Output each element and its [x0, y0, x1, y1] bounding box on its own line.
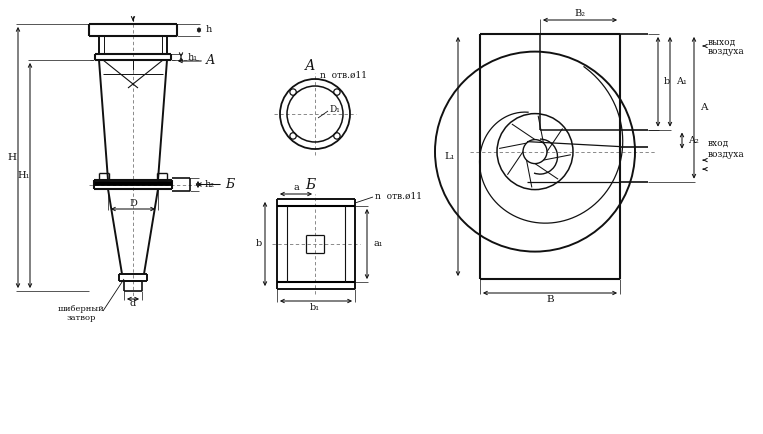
- Text: A₁: A₁: [676, 77, 687, 86]
- Text: B: B: [546, 296, 554, 305]
- Text: h: h: [206, 26, 212, 34]
- Text: A: A: [700, 103, 707, 112]
- Text: А: А: [304, 59, 315, 73]
- Text: a: a: [294, 184, 299, 193]
- Text: h₂: h₂: [205, 180, 215, 189]
- Text: D₁: D₁: [329, 105, 340, 115]
- Text: затвор: затвор: [66, 314, 95, 322]
- Text: n  отв.ø11: n отв.ø11: [375, 191, 422, 201]
- Text: L₁: L₁: [445, 152, 456, 161]
- Text: b: b: [256, 240, 262, 249]
- Text: H: H: [8, 153, 17, 162]
- Text: шиберный: шиберный: [58, 305, 105, 313]
- Text: b: b: [664, 77, 670, 86]
- Text: h₁: h₁: [188, 53, 198, 62]
- Text: n  отв.ø11: n отв.ø11: [320, 70, 367, 79]
- Text: d: d: [130, 299, 136, 309]
- Text: воздуха: воздуха: [708, 46, 745, 56]
- Text: A₂: A₂: [688, 136, 699, 145]
- Text: Б: Б: [305, 178, 315, 192]
- Text: воздуха: воздуха: [708, 150, 745, 159]
- Text: вход: вход: [708, 139, 729, 148]
- Text: b₁: b₁: [310, 302, 320, 312]
- Text: выход: выход: [708, 37, 736, 46]
- Text: Б: Б: [225, 178, 234, 191]
- Text: D: D: [129, 200, 137, 208]
- Text: H₁: H₁: [18, 171, 31, 180]
- Text: А: А: [206, 55, 215, 68]
- Text: a₁: a₁: [374, 240, 384, 249]
- Text: B₂: B₂: [575, 9, 585, 17]
